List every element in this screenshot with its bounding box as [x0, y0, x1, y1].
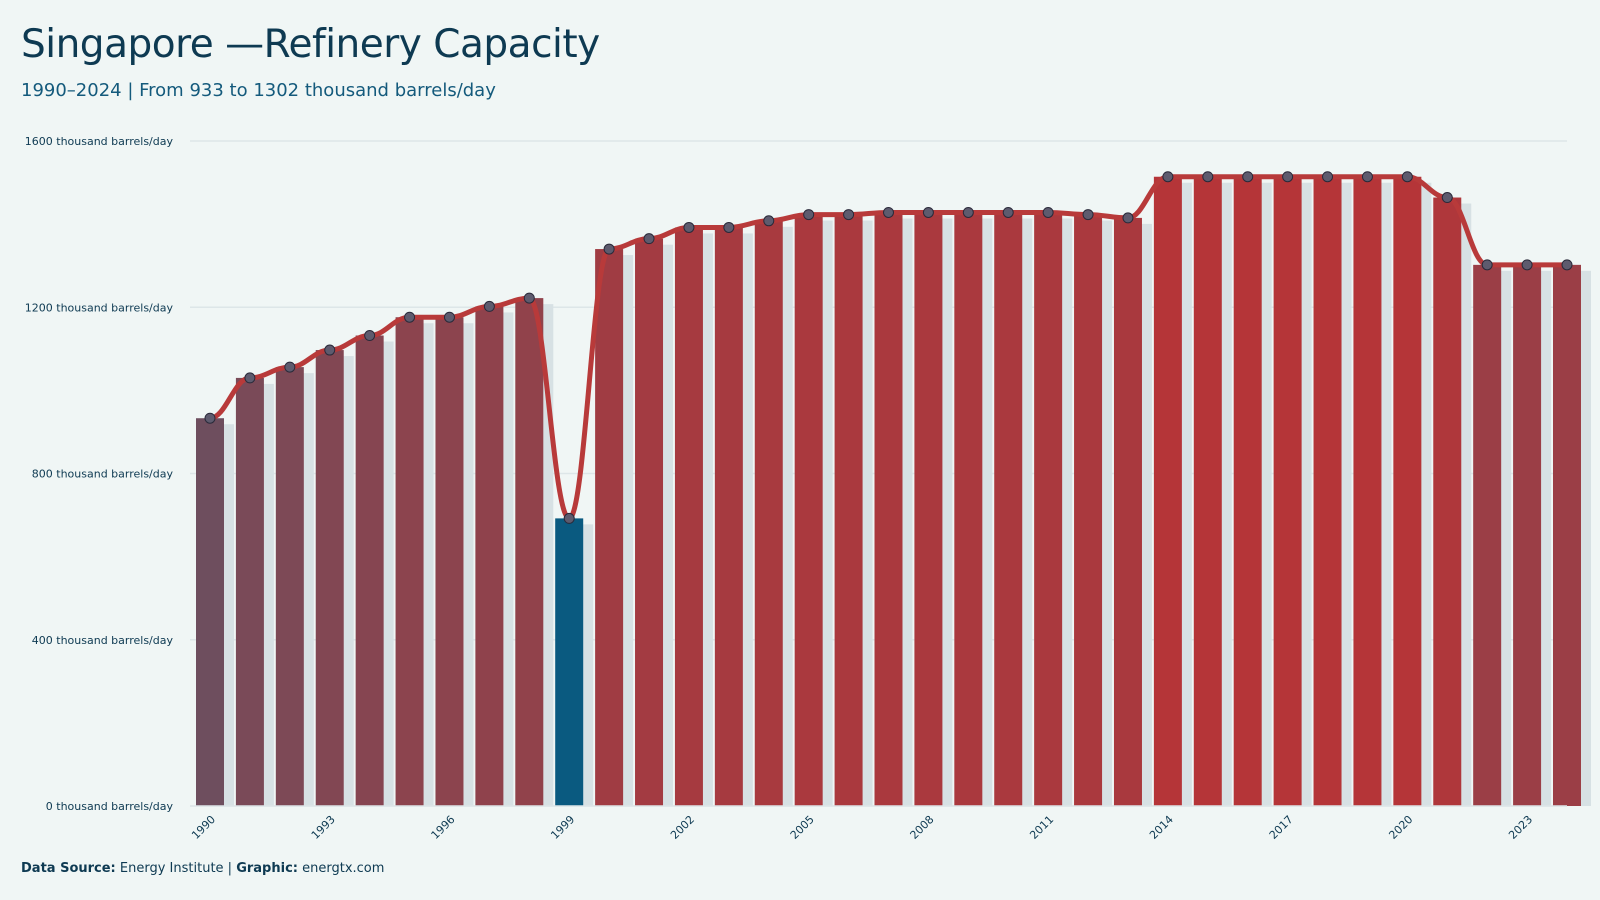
x-tick-label: 2017 — [1267, 813, 1296, 842]
data-point — [1042, 206, 1054, 218]
data-point — [1401, 171, 1413, 183]
bar — [794, 214, 823, 807]
data-point — [962, 206, 974, 218]
data-point — [1441, 192, 1453, 204]
bar — [874, 212, 903, 807]
chart-title: Singapore —Refinery Capacity — [21, 22, 600, 67]
bar — [196, 418, 224, 806]
y-tick-label: 1600 thousand barrels/day — [25, 135, 174, 148]
data-point — [1202, 171, 1214, 183]
bar — [914, 212, 943, 807]
data-point — [1242, 171, 1254, 183]
bar — [1513, 264, 1542, 806]
data-point — [843, 209, 855, 221]
bar — [555, 518, 584, 806]
data-point — [1361, 171, 1373, 183]
data-point — [443, 311, 455, 323]
data-point — [364, 330, 376, 342]
data-point — [723, 221, 735, 233]
bar — [1353, 176, 1382, 806]
bar — [275, 367, 304, 806]
x-tick-label: 1996 — [429, 813, 458, 842]
data-point — [324, 344, 336, 356]
source-label: Data Source: — [21, 861, 116, 876]
bar — [714, 227, 743, 806]
bar — [1233, 176, 1262, 806]
bar — [395, 317, 424, 806]
bar — [1113, 217, 1142, 806]
bar — [595, 249, 624, 806]
refinery-capacity-chart: 0 thousand barrels/day 400 thousand barre… — [25, 135, 1591, 842]
data-point — [1481, 259, 1493, 271]
source-value: Energy Institute | — [119, 861, 233, 876]
bar — [515, 298, 544, 806]
data-point — [404, 311, 416, 323]
data-point — [803, 209, 815, 221]
bar — [235, 377, 264, 806]
data-point — [883, 206, 894, 218]
x-tick-label: 1993 — [309, 813, 338, 842]
data-point — [1521, 259, 1533, 271]
bar — [1034, 212, 1063, 807]
x-tick-label: 2023 — [1506, 813, 1535, 842]
data-point — [1282, 171, 1294, 183]
data-point — [1322, 171, 1334, 183]
bar — [315, 350, 344, 806]
data-point — [683, 221, 695, 233]
x-tick-label: 2008 — [908, 813, 937, 842]
bar — [674, 227, 703, 806]
data-point — [643, 233, 655, 245]
x-tick-label: 2011 — [1027, 813, 1056, 842]
bar — [994, 212, 1023, 807]
bar — [1273, 176, 1302, 806]
x-tick-label: 2005 — [788, 813, 817, 842]
data-point — [1002, 206, 1014, 218]
data-point — [1561, 259, 1573, 271]
bar — [1074, 214, 1103, 807]
y-tick-label: 400 thousand barrels/day — [32, 634, 174, 647]
data-point — [1122, 212, 1134, 224]
data-point — [1162, 171, 1174, 183]
bar — [1313, 176, 1342, 806]
bar — [834, 214, 863, 807]
bar — [475, 306, 504, 806]
x-tick-label: 1999 — [548, 813, 577, 842]
graphic-label: Graphic: — [236, 861, 298, 876]
bar — [1553, 264, 1581, 806]
data-point — [563, 512, 575, 524]
x-tick-label: 2002 — [668, 813, 697, 842]
x-tick-label: 2020 — [1386, 813, 1415, 842]
y-tick-label: 1200 thousand barrels/day — [25, 301, 174, 314]
data-point — [483, 300, 495, 312]
bar — [635, 238, 664, 806]
bar — [1393, 176, 1422, 806]
data-point — [1082, 209, 1094, 221]
data-point — [284, 361, 296, 373]
bar — [1433, 197, 1462, 806]
y-tick-label: 0 thousand barrels/day — [46, 800, 174, 813]
chart-subtitle: 1990–2024 | From 933 to 1302 thousand ba… — [21, 80, 496, 101]
graphic-value: energtx.com — [302, 861, 385, 876]
bar — [754, 220, 783, 807]
data-point — [922, 206, 934, 218]
data-point — [523, 292, 535, 304]
data-point — [244, 372, 256, 384]
data-point — [204, 412, 216, 424]
bar — [1193, 176, 1222, 806]
chart-footer: Data Source: Energy Institute | Graphic:… — [21, 861, 384, 876]
x-tick-label: 2014 — [1147, 813, 1176, 842]
bar — [1153, 176, 1182, 806]
bar — [355, 335, 384, 806]
bar — [954, 212, 983, 807]
bar — [435, 317, 464, 806]
data-point — [763, 215, 775, 227]
y-tick-label: 800 thousand barrels/day — [32, 468, 174, 481]
data-point — [603, 243, 615, 255]
bar — [1473, 264, 1502, 806]
x-tick-label: 1990 — [189, 813, 218, 842]
